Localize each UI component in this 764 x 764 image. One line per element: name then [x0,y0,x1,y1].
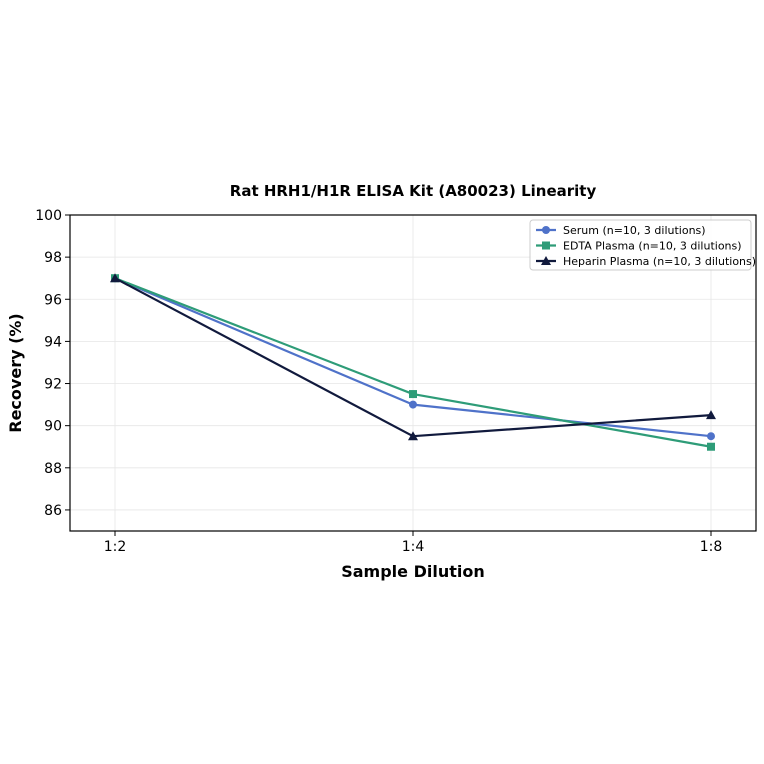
y-tick-label: 96 [44,292,62,308]
legend-label: Heparin Plasma (n=10, 3 dilutions) [563,255,756,268]
legend-box [529,219,752,271]
x-axis-label: Sample Dilution [341,562,485,581]
legend: Serum (n=10, 3 dilutions) EDTA Plasma (n=… [529,219,756,271]
x-tick-label: 1:2 [104,539,127,555]
legend-item: EDTA Plasma (n=10, 3 dilutions) [536,240,742,253]
data-point [707,442,715,451]
chart-title: Rat HRH1/H1R ELISA Kit (A80023) Linearit… [230,182,597,200]
y-axis: 86 88 90 92 94 96 98 100 [35,208,70,519]
data-point [110,273,120,283]
y-tick-label: 86 [44,503,62,519]
x-tick-label: 1:8 [700,539,723,555]
series-2 [110,273,716,441]
data-point [706,410,716,420]
x-axis: 1:2 1:4 1:8 [104,531,723,555]
x-tick-label: 1:4 [402,539,425,555]
data-point [707,432,715,441]
legend-marker [542,241,550,250]
legend-item: Heparin Plasma (n=10, 3 dilutions) [536,255,756,268]
data-point [409,390,417,399]
legend-marker [542,226,550,234]
y-axis-label: Recovery (%) [6,313,25,432]
y-tick-label: 100 [35,208,62,224]
y-tick-label: 92 [44,377,62,393]
legend-label: Serum (n=10, 3 dilutions) [563,224,706,237]
series-lines [110,273,716,451]
legend-item: Serum (n=10, 3 dilutions) [536,224,706,237]
data-point [409,400,417,409]
y-tick-label: 88 [44,461,62,477]
legend-label: EDTA Plasma (n=10, 3 dilutions) [563,240,742,253]
data-point [408,431,418,441]
y-tick-label: 90 [44,419,62,435]
y-tick-label: 98 [44,250,62,266]
y-tick-label: 94 [44,334,62,350]
legend-marker [541,256,551,265]
